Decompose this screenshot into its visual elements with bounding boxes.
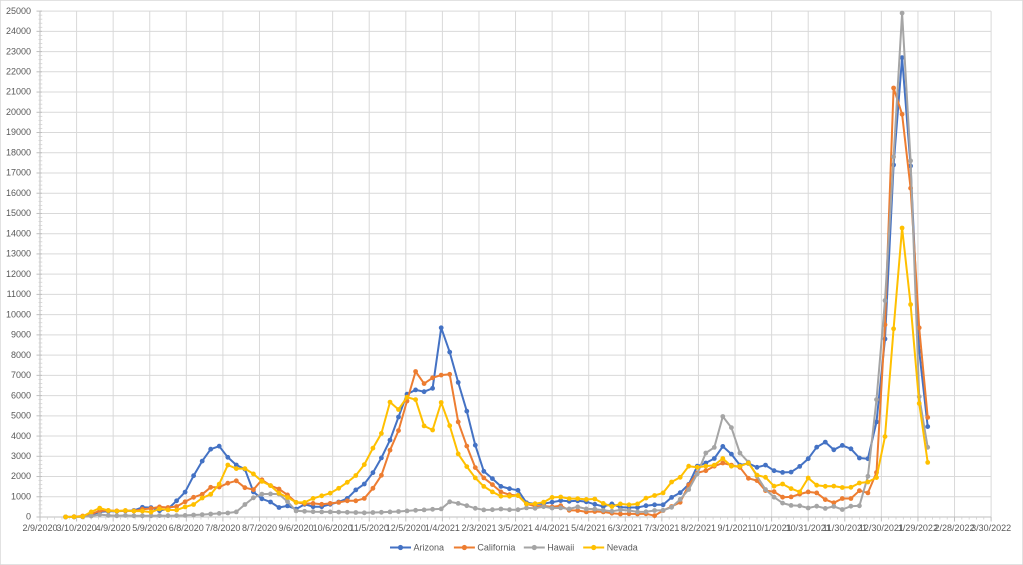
svg-text:9000: 9000 [11,330,31,340]
svg-text:18000: 18000 [6,147,31,157]
svg-text:8/2/2021: 8/2/2021 [681,523,716,533]
svg-text:8000: 8000 [11,350,31,360]
svg-text:9/6/2020: 9/6/2020 [279,523,314,533]
svg-text:8/7/2020: 8/7/2020 [242,523,277,533]
svg-text:15000: 15000 [6,208,31,218]
svg-text:2000: 2000 [11,471,31,481]
svg-text:2/9/2020: 2/9/2020 [22,523,57,533]
svg-text:3/5/2021: 3/5/2021 [498,523,533,533]
svg-text:1/4/2021: 1/4/2021 [425,523,460,533]
svg-text:3000: 3000 [11,451,31,461]
svg-text:20000: 20000 [6,107,31,117]
svg-text:10/31/2021: 10/31/2021 [786,523,831,533]
svg-text:6/8/2020: 6/8/2020 [169,523,204,533]
svg-text:23000: 23000 [6,46,31,56]
svg-text:0: 0 [26,512,31,522]
svg-text:6/3/2021: 6/3/2021 [608,523,643,533]
svg-text:5000: 5000 [11,411,31,421]
svg-text:24000: 24000 [6,26,31,36]
svg-text:7/8/2020: 7/8/2020 [205,523,240,533]
svg-text:25000: 25000 [6,6,31,16]
svg-text:16000: 16000 [6,188,31,198]
svg-text:3/10/2020: 3/10/2020 [57,523,97,533]
svg-text:4/4/2021: 4/4/2021 [535,523,570,533]
svg-text:21000: 21000 [6,87,31,97]
svg-text:5/9/2020: 5/9/2020 [132,523,167,533]
svg-text:10000: 10000 [6,309,31,319]
svg-text:4000: 4000 [11,431,31,441]
svg-text:11/5/2020: 11/5/2020 [350,523,389,533]
svg-text:17000: 17000 [6,168,31,178]
svg-text:22000: 22000 [6,67,31,77]
svg-text:13000: 13000 [6,249,31,259]
svg-text:California: California [477,543,515,553]
svg-text:11/30/2021: 11/30/2021 [823,523,867,533]
svg-text:7000: 7000 [11,370,31,380]
svg-text:7/3/2021: 7/3/2021 [644,523,679,533]
svg-text:14000: 14000 [6,228,31,238]
svg-text:Arizona: Arizona [414,543,445,553]
svg-text:5/4/2021: 5/4/2021 [571,523,606,533]
svg-text:12000: 12000 [6,269,31,279]
svg-text:4/9/2020: 4/9/2020 [96,523,131,533]
svg-text:10/1/2021: 10/1/2021 [752,523,792,533]
svg-text:12/30/2021: 12/30/2021 [859,523,904,533]
svg-text:1000: 1000 [11,491,31,501]
svg-text:10/6/2020: 10/6/2020 [313,523,353,533]
svg-text:2/28/2022: 2/28/2022 [934,523,974,533]
svg-text:1/29/2022: 1/29/2022 [898,523,938,533]
svg-text:Nevada: Nevada [607,543,638,553]
svg-text:12/5/2020: 12/5/2020 [386,523,426,533]
svg-text:19000: 19000 [6,127,31,137]
svg-text:2/3/2021: 2/3/2021 [461,523,496,533]
svg-text:3/30/2022: 3/30/2022 [971,523,1011,533]
svg-text:Hawaii: Hawaii [547,543,574,553]
svg-text:11000: 11000 [7,289,31,299]
svg-text:6000: 6000 [11,390,31,400]
svg-text:9/1/2021: 9/1/2021 [718,523,753,533]
